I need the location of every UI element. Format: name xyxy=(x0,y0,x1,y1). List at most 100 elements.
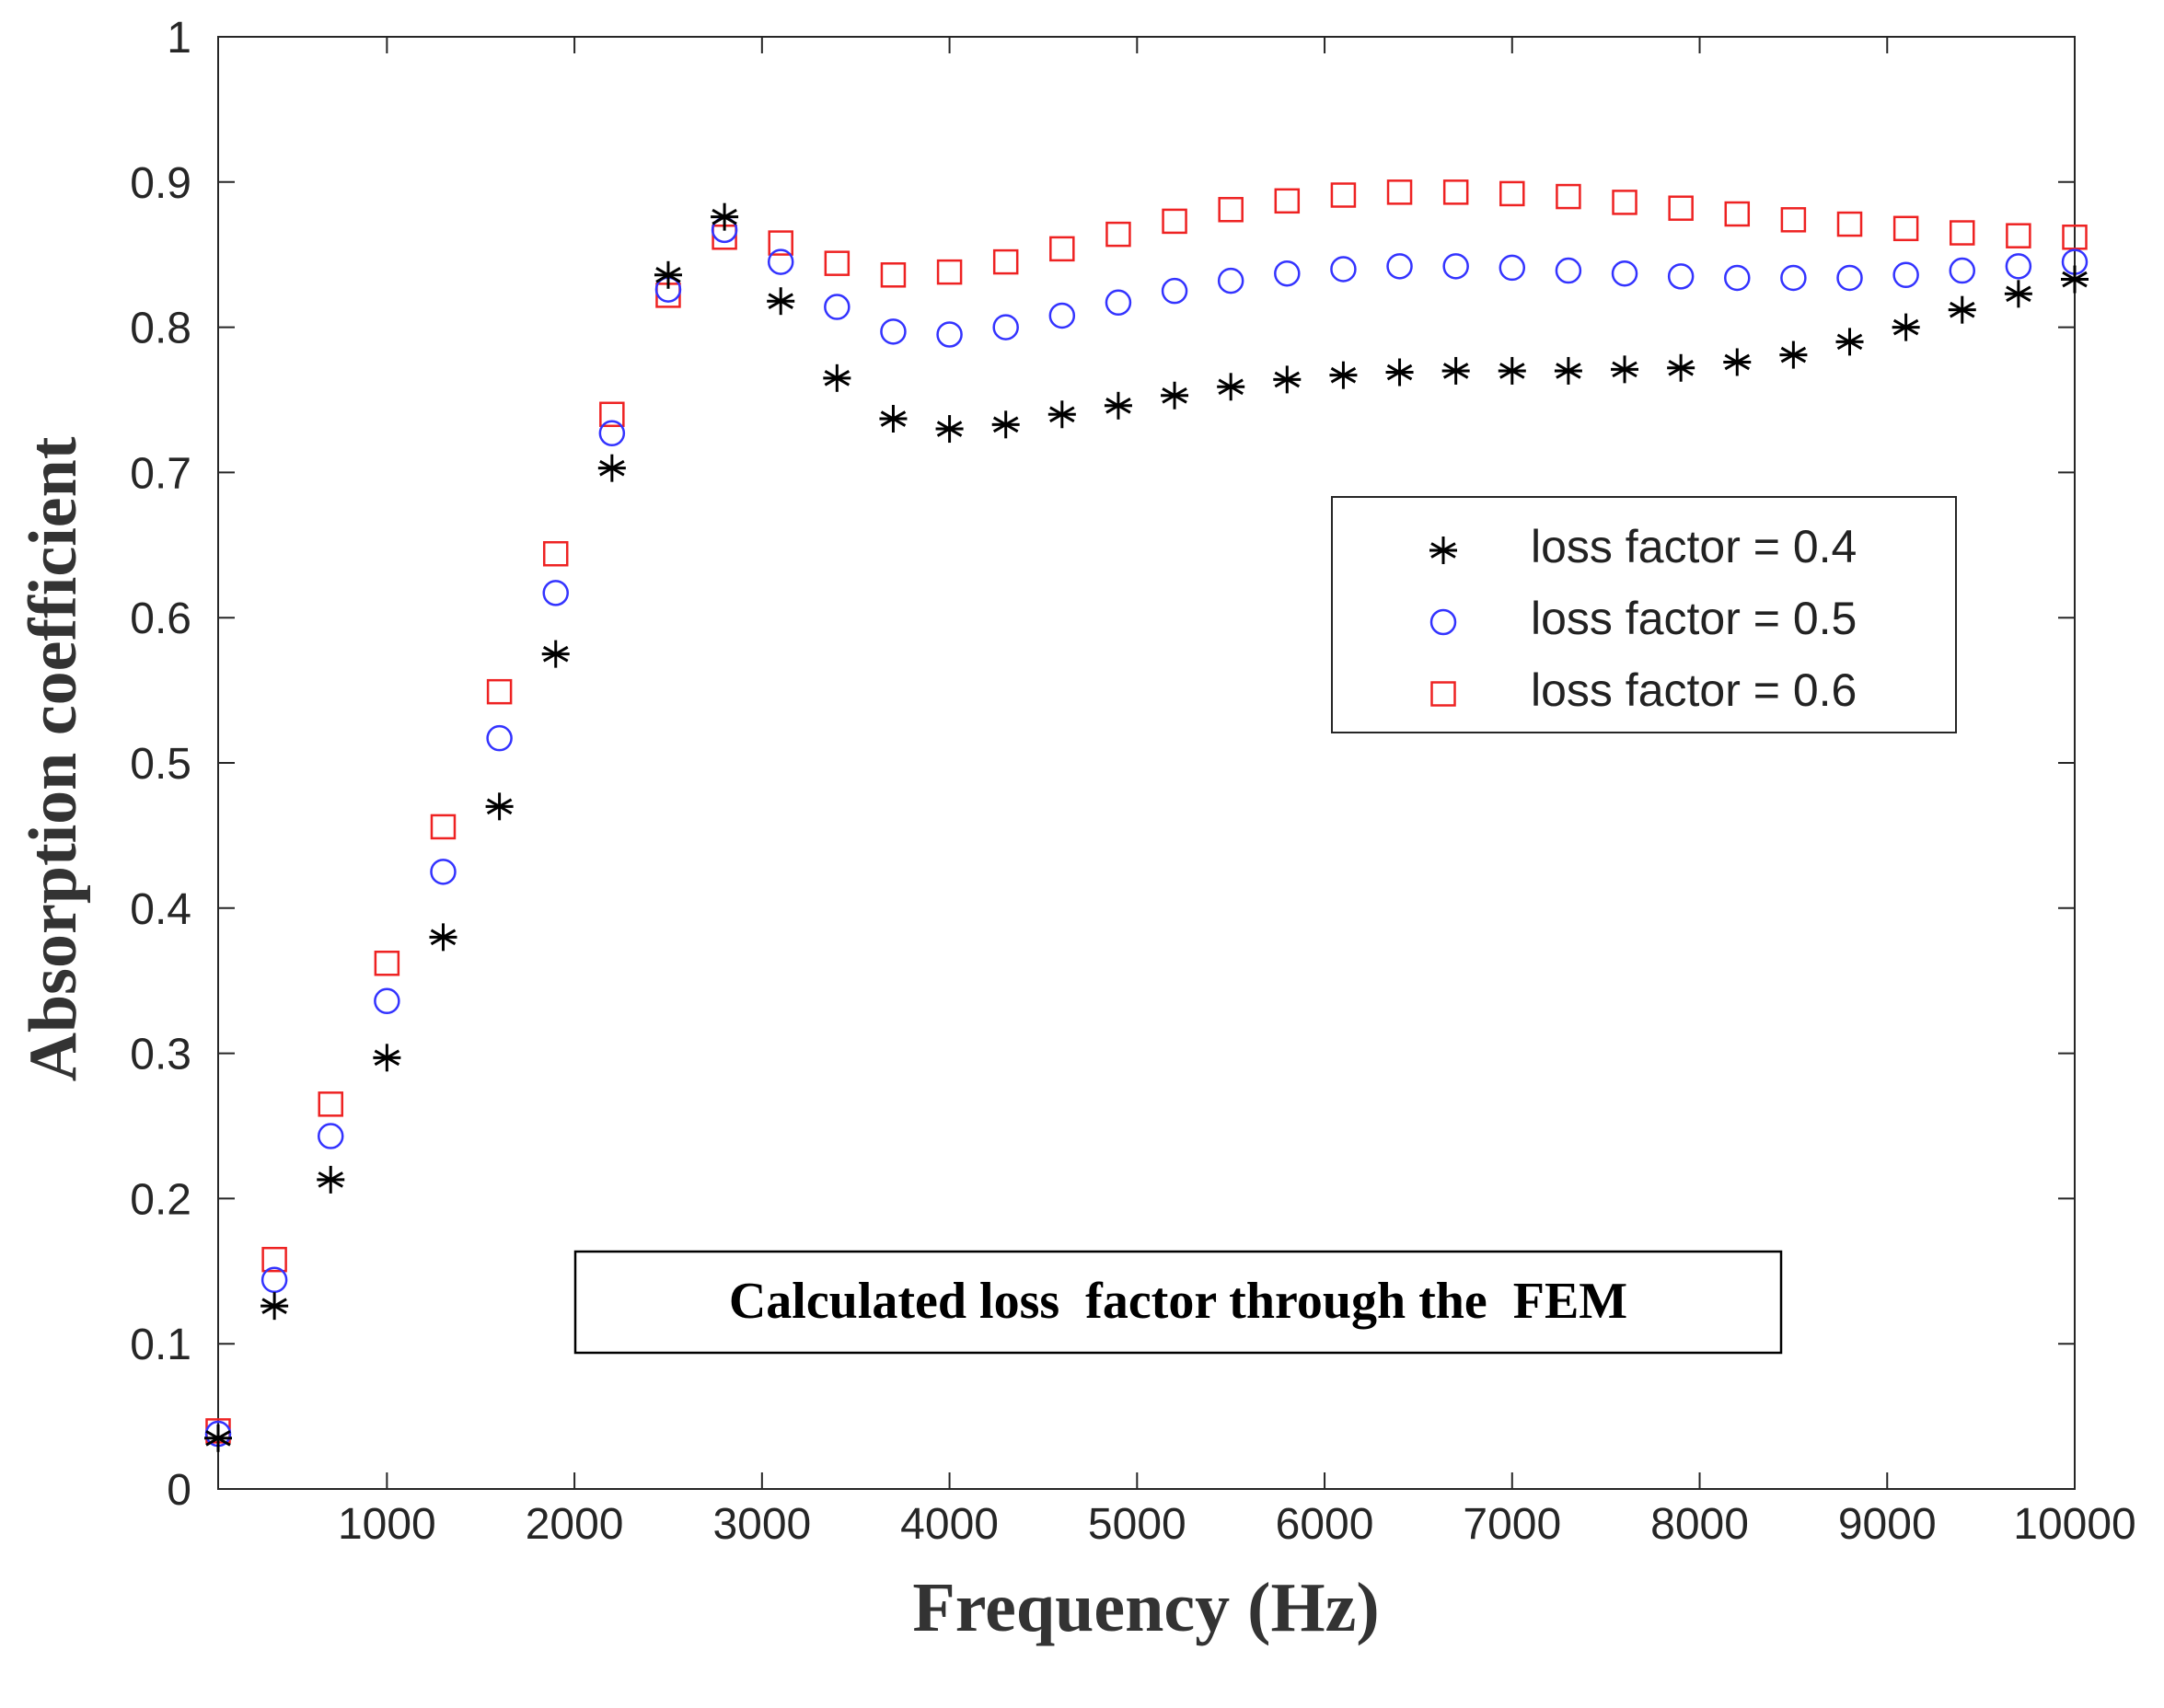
square-point xyxy=(1724,201,1751,227)
circle-point xyxy=(1499,254,1526,282)
square-point xyxy=(824,250,851,276)
asterisk-point xyxy=(1104,391,1132,420)
asterisk-point xyxy=(597,454,626,482)
asterisk-point xyxy=(1441,356,1470,385)
circle-point xyxy=(1161,277,1188,305)
asterisk-point xyxy=(711,202,739,231)
circle-point xyxy=(880,318,907,345)
circle-point xyxy=(1442,253,1469,280)
circle-point xyxy=(542,580,569,606)
asterisk-point xyxy=(260,1292,289,1321)
asterisk-point xyxy=(373,1044,401,1072)
asterisk-point xyxy=(823,364,851,392)
square-point xyxy=(2062,225,2088,250)
circle-point xyxy=(1048,302,1076,329)
square-point xyxy=(1668,195,1694,221)
legend-label-0.6: loss factor = 0.6 xyxy=(1531,664,1857,716)
axis-ticks xyxy=(218,36,2076,1490)
x-tick-label: 3000 xyxy=(712,1500,811,1549)
square-point xyxy=(1950,220,1975,246)
y-tick-label: 0.6 xyxy=(130,594,191,643)
square-point xyxy=(1330,182,1357,208)
asterisk-point xyxy=(767,287,795,316)
asterisk-point xyxy=(429,923,457,952)
circle-point xyxy=(936,321,963,348)
circle-point xyxy=(1611,260,1638,287)
asterisk-point xyxy=(879,405,908,433)
asterisk-point xyxy=(991,410,1020,439)
asterisk-point xyxy=(1667,353,1695,382)
legend-markers xyxy=(1429,537,1457,707)
legend: loss factor = 0.4 loss factor = 0.5 loss… xyxy=(1331,496,1957,733)
circle-point xyxy=(992,314,1019,340)
circle-point xyxy=(1836,264,1863,292)
square-point xyxy=(1162,208,1187,235)
circle-point xyxy=(1892,261,1919,289)
square-point xyxy=(768,230,793,256)
square-point xyxy=(1274,188,1301,214)
annotation-box xyxy=(573,1250,1783,1355)
y-tick-label: 0.7 xyxy=(130,449,191,498)
circle-point xyxy=(486,724,513,752)
y-tick-label: 0.5 xyxy=(130,740,191,789)
square-point xyxy=(261,1246,287,1273)
x-tick-label: 1000 xyxy=(338,1500,436,1549)
square-point xyxy=(1836,211,1863,237)
y-tick-label: 0.3 xyxy=(130,1031,191,1079)
asterisk-point xyxy=(654,260,682,289)
circle-point xyxy=(260,1266,288,1294)
square-point xyxy=(1499,180,1525,207)
circle-point xyxy=(1724,264,1751,292)
asterisk-point xyxy=(1948,295,1976,324)
legend-marker-circle xyxy=(1429,608,1457,636)
y-tick-labels: 0 0.1 0.2 0.3 0.4 0.5 0.6 0.7 0.8 0.9 1 xyxy=(130,14,191,1515)
square-point xyxy=(318,1091,343,1117)
square-point xyxy=(542,541,569,567)
square-point xyxy=(1218,197,1244,223)
y-tick-label: 0.9 xyxy=(130,159,191,208)
legend-box xyxy=(1331,496,1957,733)
annotation: Calculated loss factor through the FEM xyxy=(573,1250,1783,1355)
x-tick-label: 9000 xyxy=(1838,1500,1937,1549)
square-point xyxy=(1442,179,1469,205)
y-tick-label: 0.4 xyxy=(130,885,191,934)
y-tick-label: 1 xyxy=(167,14,191,63)
legend-label-0.4: loss factor = 0.4 xyxy=(1531,521,1857,572)
x-axis-title: Frequency (Hz) xyxy=(912,1569,1379,1646)
circle-point xyxy=(374,987,400,1015)
asterisk-point xyxy=(2004,280,2032,308)
annotation-text: Calculated loss factor through the FEM xyxy=(729,1273,1627,1330)
square-point xyxy=(2006,223,2031,248)
series-asterisk xyxy=(204,202,2089,1452)
circle-point xyxy=(1949,257,1976,284)
square-point xyxy=(430,814,457,840)
circle-point xyxy=(1667,263,1695,290)
y-tick-label: 0.2 xyxy=(130,1175,191,1224)
x-tick-label: 5000 xyxy=(1088,1500,1186,1549)
asterisk-point xyxy=(935,415,964,444)
square-point xyxy=(1556,183,1581,210)
asterisk-point xyxy=(541,640,570,668)
square-point xyxy=(486,678,513,705)
circle-point xyxy=(824,294,851,320)
circle-point xyxy=(317,1123,344,1149)
square-point xyxy=(936,259,963,285)
x-tick-label: 6000 xyxy=(1276,1500,1374,1549)
circle-point xyxy=(1105,289,1132,317)
x-tick-label: 8000 xyxy=(1650,1500,1749,1549)
circle-point xyxy=(1555,257,1582,284)
square-point xyxy=(599,401,625,428)
asterisk-point xyxy=(1161,381,1189,410)
circle-point xyxy=(1274,260,1301,287)
y-axis-title: Absorption coefficient xyxy=(16,436,91,1081)
asterisk-point xyxy=(2061,265,2089,294)
y-tick-label: 0.1 xyxy=(130,1321,191,1369)
asterisk-point xyxy=(1835,328,1864,356)
x-tick-label: 4000 xyxy=(900,1500,999,1549)
x-tick-label: 2000 xyxy=(526,1500,624,1549)
circle-point xyxy=(767,248,794,275)
square-point xyxy=(1386,179,1413,205)
asterisk-point xyxy=(1611,355,1639,384)
asterisk-point xyxy=(1385,358,1414,387)
